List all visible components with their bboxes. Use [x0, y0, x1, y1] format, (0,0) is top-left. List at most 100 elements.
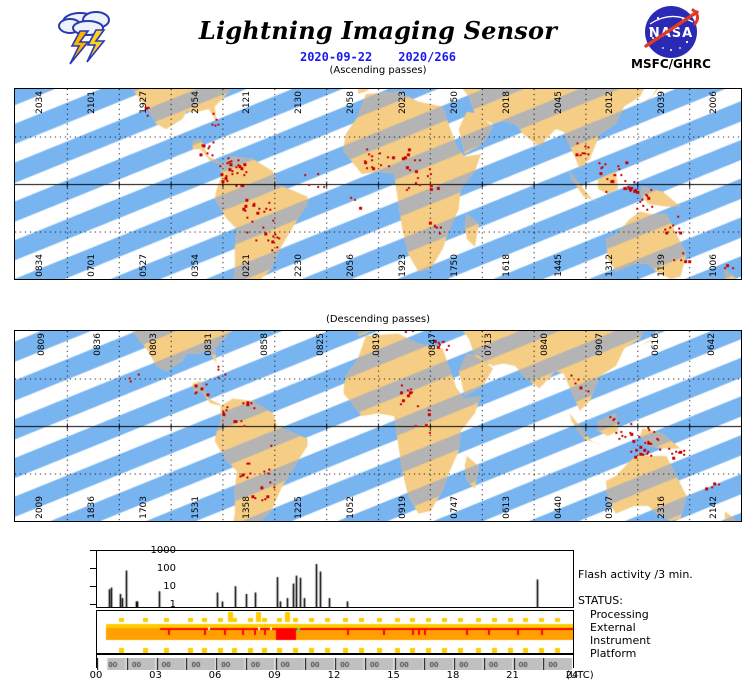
- observation-date: 2020-09-22: [299, 50, 373, 64]
- orbit-time-label: 1836: [86, 496, 97, 519]
- date-line: 2020-09-22 2020/266: [178, 50, 578, 64]
- orbit-time-label: 0613: [501, 496, 512, 519]
- flash-y-tick-mark: [90, 550, 96, 551]
- orbit-time-label: 1445: [553, 254, 564, 277]
- flash-y-tick-mark: [90, 568, 96, 569]
- ascending-pass-map: 2034 2101 1927 2054 2121 2130 2058 2023 2050 2018…: [14, 88, 742, 280]
- flash-activity-plot: [96, 550, 574, 608]
- status-bars-canvas: [97, 611, 573, 653]
- orbit-time-label: 1312: [605, 254, 616, 277]
- flash-y-tick-mark: [90, 586, 96, 587]
- orbit-time-label: 1750: [449, 254, 460, 277]
- time-tick-label: 03: [149, 670, 162, 681]
- orbit-time-label: 2230: [294, 254, 305, 277]
- orbit-time-label: 0825: [316, 333, 327, 356]
- flash-y-tick-label: 1: [169, 599, 176, 610]
- orbit-time-label: 0847: [427, 333, 438, 356]
- orbit-time-label: 2034: [34, 91, 45, 114]
- flash-activity-caption: Flash activity /3 min.: [578, 568, 693, 581]
- orbit-time-label: 2009: [34, 496, 45, 519]
- flash-y-tick-label: 1000: [150, 545, 176, 556]
- map-frame-descending: 0809 0836 0803 0831 0858 0825 0819 0847 0713 0840…: [14, 330, 742, 522]
- orbit-time-label: 0527: [138, 254, 149, 277]
- orbit-time-label: 0803: [148, 333, 159, 356]
- orbit-time-label: 2050: [449, 91, 460, 114]
- orbit-time-label: 1927: [138, 91, 149, 114]
- status-label-platform: Platform: [590, 647, 637, 660]
- orbit-time-label: 0307: [605, 496, 616, 519]
- orbit-time-label: 0221: [242, 254, 253, 277]
- orbit-time-label: 2121: [242, 91, 253, 114]
- orbit-time-label: 2018: [501, 91, 512, 114]
- orbit-time-label: 0834: [34, 254, 45, 277]
- flash-y-tick-label: 10: [163, 581, 176, 592]
- orbit-time-label: 0919: [397, 496, 408, 519]
- page-title: Lightning Imaging Sensor: [198, 16, 558, 45]
- time-tick-label: 06: [208, 670, 222, 681]
- orbit-time-label: 2058: [346, 91, 357, 114]
- orbit-time-label: 1006: [709, 254, 720, 277]
- time-unit-label: (UTC): [566, 670, 594, 681]
- time-tick-label: 21: [506, 670, 519, 681]
- orbit-time-label: 2045: [553, 91, 564, 114]
- orbit-time-label: 0836: [92, 333, 103, 356]
- orbit-time-label: 2142: [709, 496, 720, 519]
- orbit-time-label: 2006: [709, 91, 720, 114]
- time-tick-label: 00: [89, 670, 103, 681]
- status-bars: [96, 610, 574, 654]
- orbit-time-label: 2101: [86, 91, 97, 114]
- orbit-time-label: 2130: [294, 91, 305, 114]
- orbit-time-label: 0747: [449, 496, 460, 519]
- flash-activity-canvas: [97, 551, 573, 607]
- thunderstorm-icon: [50, 6, 122, 68]
- status-label-processing: Processing: [590, 608, 649, 621]
- orbit-time-label: 2054: [190, 91, 201, 114]
- flash-y-tick-mark: [90, 604, 96, 605]
- orbit-time-label: 0440: [553, 496, 564, 519]
- page-header: Lightning Imaging Sensor 2020-09-22 2020/…: [0, 0, 756, 78]
- orbit-time-label: 0701: [86, 254, 97, 277]
- map-canvas-descending: [15, 331, 741, 521]
- timeline-panel: 1000 100 10 1 Flash activity /3 min. STATUS…: [0, 545, 756, 681]
- orbit-time-label: 1139: [657, 254, 668, 277]
- descending-pass-caption: (Descending passes): [325, 314, 431, 325]
- orbit-time-label: 2023: [397, 91, 408, 114]
- day-of-year: 2020/266: [398, 50, 457, 64]
- ascending-pass-caption: (Ascending passes): [329, 65, 427, 76]
- status-heading: STATUS:: [578, 594, 623, 607]
- map-canvas-ascending: [15, 89, 741, 279]
- orbit-time-label: 0642: [707, 333, 718, 356]
- orbit-time-label: 1703: [138, 496, 149, 519]
- orbit-time-label: 2012: [605, 91, 616, 114]
- orbit-time-label: 1531: [190, 496, 201, 519]
- orbit-time-label: 0840: [539, 333, 550, 356]
- time-tick-label: 18: [446, 670, 460, 681]
- status-label-instrument: Instrument: [590, 634, 651, 647]
- orbit-time-label: 1618: [501, 254, 512, 277]
- platform-timeline: [96, 654, 574, 670]
- orbit-time-label: 0713: [483, 333, 494, 356]
- nasa-center-label: MSFC/GHRC: [631, 57, 711, 71]
- nasa-logo-icon: NASA: [625, 4, 717, 76]
- map-frame-ascending: 2034 2101 1927 2054 2121 2130 2058 2023 2050 2018…: [14, 88, 742, 280]
- orbit-time-label: 2039: [657, 91, 668, 114]
- platform-timeline-canvas: [97, 658, 573, 670]
- orbit-time-label: 0819: [372, 333, 382, 356]
- flash-y-tick-label: 100: [156, 563, 176, 574]
- orbit-time-label: 1052: [346, 496, 357, 519]
- descending-pass-map: 0809 0836 0803 0831 0858 0825 0819 0847 0713 0840…: [14, 330, 742, 522]
- time-tick-label: 24: [565, 670, 579, 681]
- time-tick-label: 09: [268, 670, 281, 681]
- orbit-time-label: 0354: [190, 254, 201, 277]
- orbit-time-label: 1358: [242, 496, 253, 519]
- orbit-time-label: 0616: [651, 333, 662, 356]
- orbit-time-label: 0831: [204, 333, 215, 356]
- orbit-time-label: 1923: [397, 254, 408, 277]
- orbit-time-label: 2056: [346, 254, 357, 277]
- status-label-external: External: [590, 621, 636, 634]
- time-tick-label: 12: [327, 670, 341, 681]
- orbit-time-label: 0858: [260, 333, 271, 356]
- time-tick-label: 15: [387, 670, 400, 681]
- orbit-time-label: 1225: [294, 496, 305, 519]
- orbit-time-label: 0809: [36, 333, 47, 356]
